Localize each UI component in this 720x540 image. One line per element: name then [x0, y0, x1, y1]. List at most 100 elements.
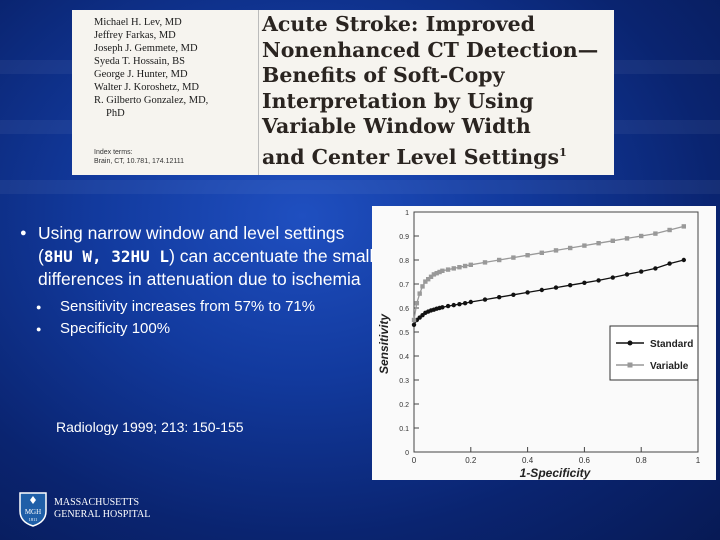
data-point — [440, 268, 445, 273]
author-name: Jeffrey Farkas, MD — [94, 30, 176, 41]
logo-year: 1811 — [29, 517, 38, 522]
index-terms: Index terms: Brain, CT, 10.781, 174.1211… — [94, 148, 244, 166]
y-tick-label: 0 — [405, 450, 409, 457]
x-tick-label: 1 — [696, 456, 701, 465]
data-point — [417, 291, 422, 296]
data-point — [423, 279, 428, 284]
window-level-settings: 8HU W, 32HU L — [43, 246, 170, 266]
data-point — [624, 236, 630, 241]
author-name: Walter J. Koroshetz, MD — [94, 82, 200, 93]
sub-bullet-text: Specificity 100% — [60, 319, 171, 337]
y-axis-label: Sensitivity — [377, 313, 391, 374]
bullet-dot-icon: ● — [36, 323, 42, 334]
data-point — [582, 243, 587, 248]
roc-chart: 0 0.1 0.2 0.3 0.4 0.5 0.6 0.7 0.8 0.9 1 0 0.2 0.4 0.6… — [377, 210, 701, 480]
paper-title: Acute Stroke: Improved Nonenhanced CT De… — [262, 12, 612, 170]
data-point — [525, 253, 530, 258]
bullet-item-main: ● Using narrow window and level settings… — [20, 222, 380, 291]
y-tick-label: 0.7 — [399, 282, 409, 289]
data-point — [610, 275, 615, 280]
hospital-name-line: MASSACHUSETTS — [54, 497, 140, 508]
x-tick-label: 0.2 — [465, 456, 477, 465]
data-point — [553, 248, 559, 253]
data-point — [596, 241, 601, 246]
data-point — [568, 245, 573, 251]
data-point — [445, 267, 451, 272]
author-name: George J. Hunter, MD — [94, 69, 188, 80]
legend-label: Variable — [650, 361, 689, 372]
y-tick-label: 0.6 — [399, 306, 409, 313]
sub-bullet-text: Sensitivity increases from 57% to 71% — [60, 297, 316, 315]
data-point — [462, 301, 468, 306]
y-tick-label: 0.1 — [399, 426, 409, 433]
data-point — [457, 301, 462, 307]
data-point — [596, 278, 601, 283]
author-name: R. Gilberto Gonzalez, MD, — [94, 95, 209, 106]
hospital-name-line: GENERAL HOSPITAL — [54, 509, 151, 520]
bullet-text: Using narrow window and level settings (… — [38, 222, 380, 291]
data-point — [539, 250, 544, 255]
mgh-shield-logo-icon: MGH 1811 — [19, 492, 47, 527]
data-point — [511, 292, 516, 297]
data-point — [411, 317, 417, 323]
title-line: Acute Stroke: Improved — [262, 12, 536, 36]
legend-swatch-marker — [627, 362, 633, 368]
legend-label: Standard — [650, 339, 693, 350]
data-point — [667, 261, 672, 266]
y-tick-label: 0.2 — [399, 402, 409, 409]
index-terms-line: Brain, CT, 10.781, 174.12111 — [94, 158, 185, 165]
y-tick-label: 0.8 — [399, 258, 409, 265]
column-divider — [258, 10, 259, 175]
data-point — [482, 297, 488, 302]
data-point — [653, 231, 658, 236]
data-point — [431, 272, 437, 277]
x-tick-label: 0 — [412, 456, 417, 465]
x-tick-label: 0.4 — [522, 456, 534, 465]
data-point — [511, 255, 516, 260]
data-point — [426, 277, 431, 282]
data-point — [411, 322, 417, 327]
data-point — [468, 299, 473, 305]
title-line: and Center Level Settings — [262, 144, 560, 169]
data-point — [681, 257, 686, 263]
sub-bullet-item: ● Specificity 100% — [36, 319, 380, 339]
data-point — [639, 233, 644, 239]
series-standard — [411, 257, 686, 327]
data-point — [497, 257, 502, 263]
author-name: PhD — [106, 108, 125, 119]
data-point — [525, 290, 530, 295]
bullet-dot-icon: ● — [36, 301, 42, 312]
data-point — [451, 302, 456, 308]
data-point — [568, 283, 573, 288]
title-line: Benefits of Soft-Copy — [262, 63, 505, 87]
data-point — [539, 287, 544, 293]
author-name: Syeda T. Hossain, BS — [94, 56, 185, 67]
legend-swatch-marker — [627, 340, 633, 346]
data-point — [451, 266, 456, 271]
title-line: Nonenhanced CT Detection— — [262, 37, 599, 62]
index-terms-label: Index terms: — [94, 149, 133, 156]
citation: Radiology 1999; 213: 150-155 — [56, 419, 244, 435]
data-point — [624, 272, 630, 277]
data-point — [434, 271, 439, 276]
x-tick-label: 0.6 — [579, 456, 591, 465]
data-point — [639, 269, 644, 274]
x-axis-label: 1-Specificity — [520, 466, 592, 480]
hospital-name: MASSACHUSETTS GENERAL HOSPITAL — [54, 497, 150, 521]
data-point — [610, 238, 615, 243]
data-point — [468, 262, 473, 267]
data-point — [497, 295, 502, 300]
title-line: Variable Window Width — [262, 114, 531, 138]
author-list: Michael H. Lev, MD Jeffrey Farkas, MD Jo… — [94, 16, 244, 120]
data-point — [553, 285, 559, 290]
author-name: Joseph J. Gemmete, MD — [94, 43, 198, 54]
data-point — [457, 265, 462, 270]
data-point — [440, 305, 445, 310]
y-tick-label: 0.5 — [399, 330, 409, 337]
sub-bullet-item: ● Sensitivity increases from 57% to 71% — [36, 297, 380, 317]
bullet-text-pre: Using narrow window and level settings ( — [38, 223, 345, 266]
title-footnote-mark: 1 — [559, 145, 567, 159]
x-tick-label: 0.8 — [636, 456, 648, 465]
bullet-list: ● Using narrow window and level settings… — [20, 222, 380, 339]
bullet-text-post: ) can accentuate the small differences i… — [38, 245, 374, 290]
